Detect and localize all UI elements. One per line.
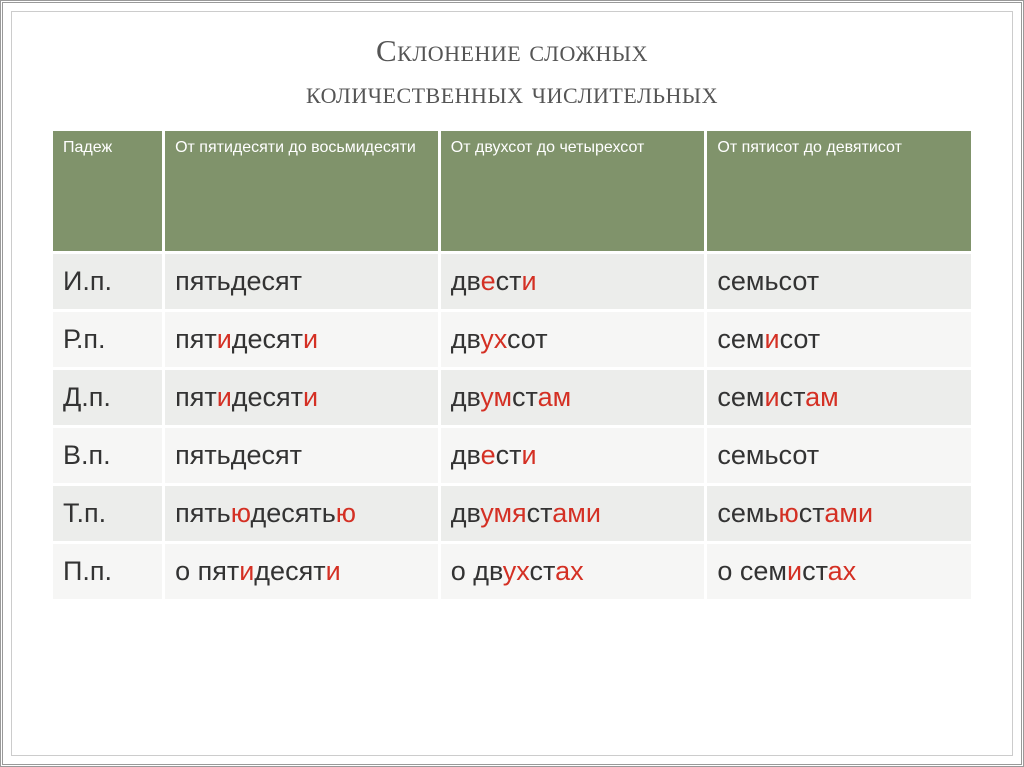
word-cell-1: пятидесяти bbox=[165, 312, 438, 367]
word-cell-2: двумстам bbox=[441, 370, 705, 425]
word-cell-3: семьсот bbox=[707, 254, 971, 309]
word-cell-2: двести bbox=[441, 428, 705, 483]
word-cell-2: двухсот bbox=[441, 312, 705, 367]
case-cell: Т.п. bbox=[53, 486, 162, 541]
word-cell-3: семистам bbox=[707, 370, 971, 425]
header-col-2: От двухсот до четырехсот bbox=[441, 131, 705, 251]
word-cell-1: пятидесяти bbox=[165, 370, 438, 425]
case-cell: В.п. bbox=[53, 428, 162, 483]
table-row: Д.п.пятидесятидвумстамсемистам bbox=[53, 370, 971, 425]
word-cell-1: пятьдесят bbox=[165, 254, 438, 309]
case-cell: И.п. bbox=[53, 254, 162, 309]
word-cell-3: семьсот bbox=[707, 428, 971, 483]
word-cell-1: пятьюдесятью bbox=[165, 486, 438, 541]
word-cell-3: семисот bbox=[707, 312, 971, 367]
header-col-3: От пятисот до девятисот bbox=[707, 131, 971, 251]
case-cell: П.п. bbox=[53, 544, 162, 599]
header-case: Падеж bbox=[53, 131, 162, 251]
word-cell-1: о пятидесяти bbox=[165, 544, 438, 599]
word-cell-2: двумястами bbox=[441, 486, 705, 541]
word-cell-1: пятьдесят bbox=[165, 428, 438, 483]
table-row: Р.п.пятидесятидвухсотсемисот bbox=[53, 312, 971, 367]
word-cell-2: о двухстах bbox=[441, 544, 705, 599]
header-col-1: От пятидесяти до восьмидесяти bbox=[165, 131, 438, 251]
word-cell-3: о семистах bbox=[707, 544, 971, 599]
word-cell-3: семьюстами bbox=[707, 486, 971, 541]
table-row: В.п.пятьдесятдвестисемьсот bbox=[53, 428, 971, 483]
table-row: П.п.о пятидесятио двухстахо семистах bbox=[53, 544, 971, 599]
title-line-1: Склонение сложных bbox=[50, 30, 974, 72]
word-cell-2: двести bbox=[441, 254, 705, 309]
table-row: И.п.пятьдесятдвестисемьсот bbox=[53, 254, 971, 309]
case-cell: Д.п. bbox=[53, 370, 162, 425]
slide-title: Склонение сложных количественных числите… bbox=[50, 30, 974, 114]
declension-table: Падеж От пятидесяти до восьмидесяти От д… bbox=[50, 128, 974, 602]
title-line-2: количественных числительных bbox=[50, 72, 974, 114]
case-cell: Р.п. bbox=[53, 312, 162, 367]
table-row: Т.п.пятьюдесятьюдвумястамисемьюстами bbox=[53, 486, 971, 541]
table-header-row: Падеж От пятидесяти до восьмидесяти От д… bbox=[53, 131, 971, 251]
